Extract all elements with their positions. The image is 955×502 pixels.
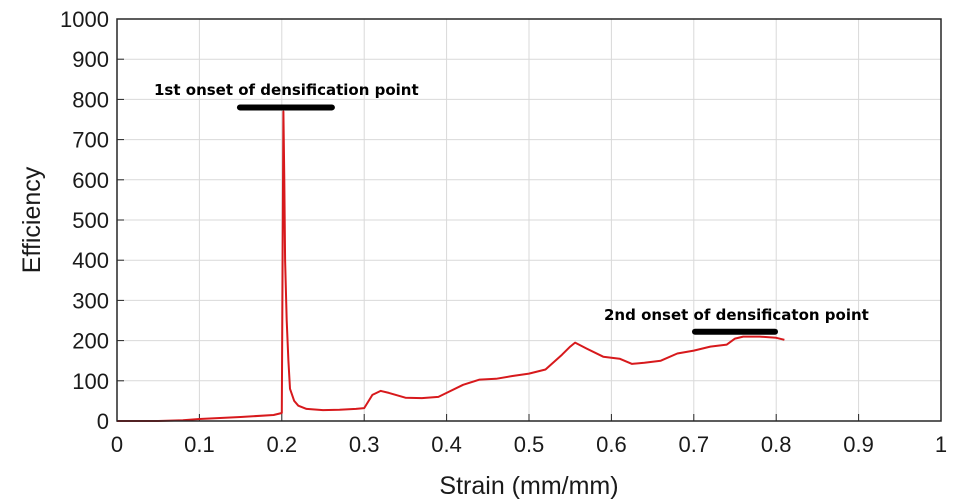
x-tick-label: 0.9 xyxy=(843,432,874,457)
grid-lines xyxy=(116,18,942,422)
annotations: 1st onset of densification point 2nd onse… xyxy=(154,81,869,335)
tick-labels: 0 0.1 0.2 0.3 0.4 0.5 0.6 0.7 0.8 0.9 1 0 100 200 300 4… xyxy=(60,7,947,457)
x-tick-label: 0.2 xyxy=(267,432,298,457)
y-axis-label: Efficiency xyxy=(18,166,46,273)
y-tick-label: 900 xyxy=(72,47,109,72)
y-tick-label: 700 xyxy=(72,128,109,153)
y-tick-label: 600 xyxy=(72,168,109,193)
y-tick-label: 0 xyxy=(97,409,109,434)
plot-frame xyxy=(116,18,942,422)
x-tick-label: 0.6 xyxy=(596,432,627,457)
x-tick-label: 1 xyxy=(935,432,947,457)
y-tick-label: 100 xyxy=(72,369,109,394)
y-tick-label: 200 xyxy=(72,329,109,354)
series-line xyxy=(117,110,785,422)
series-lines xyxy=(117,110,785,422)
x-tick-label: 0.7 xyxy=(679,432,710,457)
y-tick-label: 500 xyxy=(72,208,109,233)
x-tick-label: 0.5 xyxy=(514,432,545,457)
x-tick-label: 0.1 xyxy=(184,432,215,457)
annotation-label-second-onset: 2nd onset of densificaton point xyxy=(604,306,869,324)
x-axis-label: Strain (mm/mm) xyxy=(439,472,618,500)
y-tick-label: 400 xyxy=(72,248,109,273)
x-tick-label: 0 xyxy=(111,432,123,457)
x-tick-label: 0.4 xyxy=(431,432,462,457)
y-tick-label: 800 xyxy=(72,87,109,112)
x-tick-label: 0.3 xyxy=(349,432,380,457)
y-tick-label: 300 xyxy=(72,288,109,313)
y-tick-label: 1000 xyxy=(60,7,109,32)
annotation-label-first-onset: 1st onset of densification point xyxy=(154,81,419,99)
x-tick-label: 0.8 xyxy=(761,432,792,457)
